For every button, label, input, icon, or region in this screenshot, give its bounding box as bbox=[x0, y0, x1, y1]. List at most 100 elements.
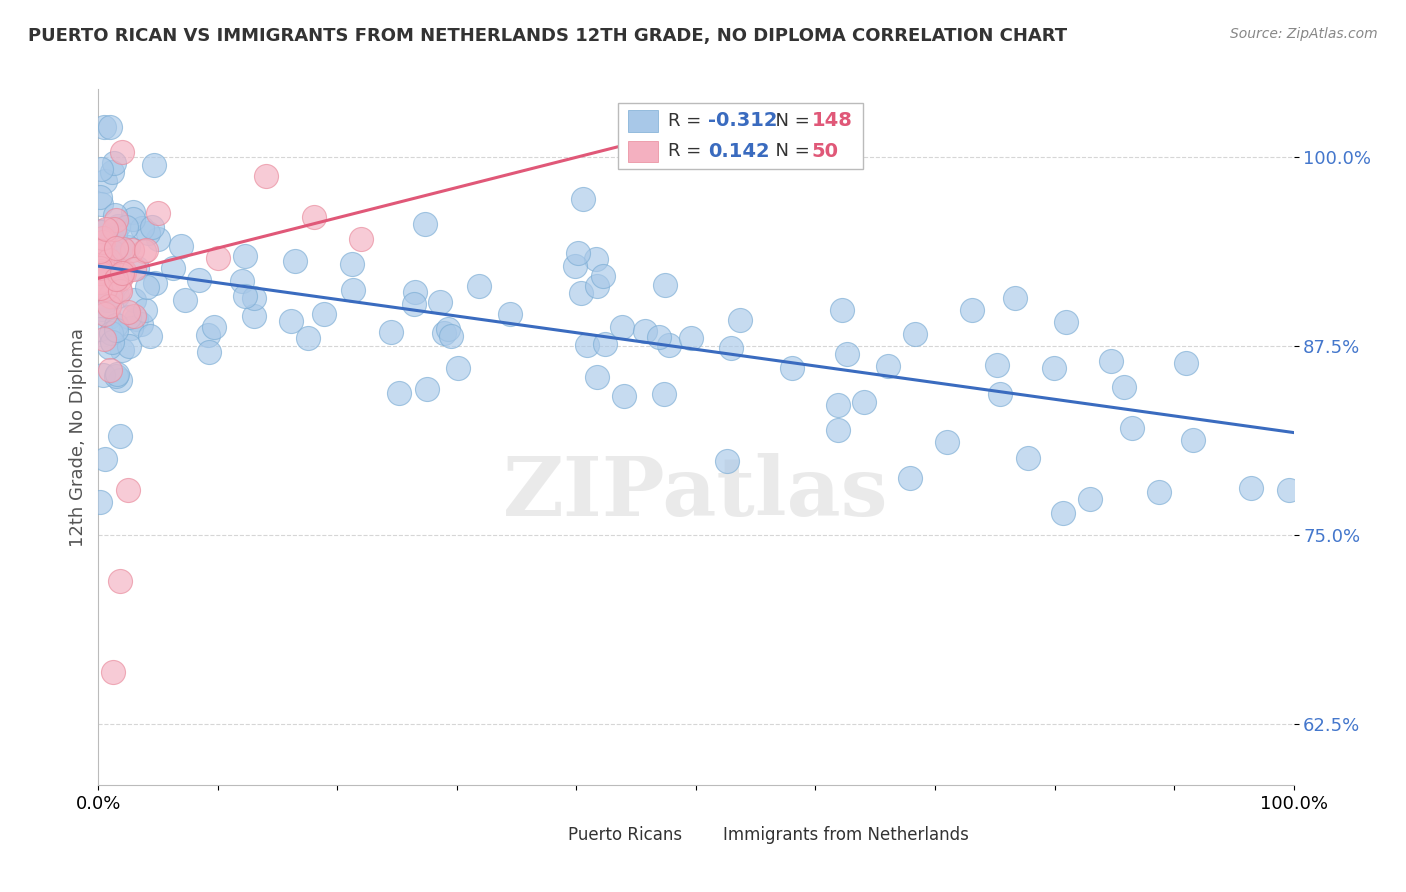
Text: -0.312: -0.312 bbox=[709, 112, 778, 130]
Point bbox=[89, 276, 111, 290]
Point bbox=[118, 339, 141, 353]
Point bbox=[572, 192, 595, 206]
Point bbox=[93, 332, 115, 346]
Point bbox=[112, 264, 135, 278]
Point bbox=[89, 190, 111, 204]
Point bbox=[297, 331, 319, 345]
Text: Immigrants from Netherlands: Immigrants from Netherlands bbox=[724, 826, 969, 844]
Point bbox=[105, 241, 128, 255]
Text: ZIPatlas: ZIPatlas bbox=[503, 453, 889, 533]
Point bbox=[1278, 483, 1301, 497]
Point bbox=[134, 244, 156, 258]
Point bbox=[101, 665, 124, 679]
Point bbox=[960, 303, 983, 318]
Point bbox=[467, 279, 489, 293]
Point bbox=[143, 276, 166, 290]
Point bbox=[90, 225, 112, 239]
Point bbox=[148, 232, 170, 246]
Point bbox=[89, 277, 111, 291]
Point bbox=[284, 254, 307, 268]
Point bbox=[986, 358, 1008, 372]
Point bbox=[134, 303, 156, 318]
Point bbox=[827, 423, 849, 437]
Text: N =: N = bbox=[763, 112, 815, 130]
Point bbox=[89, 261, 111, 276]
Point bbox=[105, 272, 128, 286]
FancyBboxPatch shape bbox=[619, 103, 863, 169]
Point bbox=[564, 259, 586, 273]
Point bbox=[936, 435, 959, 450]
Point bbox=[122, 309, 145, 323]
Point bbox=[98, 299, 121, 313]
Point bbox=[1121, 421, 1143, 435]
Point bbox=[110, 268, 132, 283]
Point bbox=[585, 252, 607, 266]
Point bbox=[402, 296, 425, 310]
Point bbox=[89, 248, 111, 262]
Point bbox=[1078, 492, 1101, 507]
Point bbox=[89, 264, 111, 278]
Point bbox=[117, 483, 139, 497]
Point bbox=[110, 266, 132, 280]
Point bbox=[148, 206, 170, 220]
Text: PUERTO RICAN VS IMMIGRANTS FROM NETHERLANDS 12TH GRADE, NO DIPLOMA CORRELATION C: PUERTO RICAN VS IMMIGRANTS FROM NETHERLA… bbox=[28, 27, 1067, 45]
Point bbox=[827, 398, 849, 412]
Point bbox=[197, 328, 219, 343]
Point bbox=[900, 471, 922, 485]
Point bbox=[97, 293, 120, 307]
Point bbox=[100, 326, 122, 340]
Text: 50: 50 bbox=[811, 142, 839, 161]
Point bbox=[91, 253, 114, 268]
Point bbox=[1175, 356, 1198, 370]
Point bbox=[97, 268, 120, 282]
Point bbox=[204, 319, 226, 334]
Point bbox=[96, 293, 118, 307]
Point bbox=[124, 261, 146, 276]
Point bbox=[679, 331, 702, 345]
Bar bbox=[628, 141, 658, 162]
Bar bbox=[628, 111, 658, 131]
Point bbox=[94, 173, 117, 187]
Text: R =: R = bbox=[668, 143, 707, 161]
Point bbox=[1054, 315, 1077, 329]
Text: N =: N = bbox=[763, 143, 815, 161]
Point bbox=[436, 322, 458, 336]
Point bbox=[728, 313, 751, 327]
Point bbox=[592, 269, 614, 284]
Point bbox=[111, 145, 134, 159]
Point bbox=[90, 243, 112, 257]
Text: Puerto Ricans: Puerto Ricans bbox=[568, 826, 682, 844]
Point bbox=[342, 257, 364, 271]
Point bbox=[162, 260, 184, 275]
Point bbox=[254, 169, 277, 183]
Point bbox=[103, 156, 125, 170]
Point bbox=[187, 273, 209, 287]
Point bbox=[447, 361, 470, 376]
Point bbox=[1099, 353, 1122, 368]
Point bbox=[135, 243, 157, 257]
Point bbox=[94, 452, 117, 467]
Bar bbox=[685, 824, 714, 847]
Point bbox=[94, 282, 117, 296]
Point bbox=[103, 245, 125, 260]
Point bbox=[613, 389, 636, 403]
Point bbox=[131, 220, 153, 235]
Point bbox=[118, 310, 141, 324]
Point bbox=[658, 338, 681, 352]
Text: 0.142: 0.142 bbox=[709, 142, 769, 161]
Point bbox=[94, 222, 117, 236]
Point bbox=[652, 386, 675, 401]
Point bbox=[429, 294, 451, 309]
Point bbox=[174, 293, 197, 307]
Point bbox=[108, 282, 131, 296]
Point bbox=[139, 329, 162, 343]
Point bbox=[433, 326, 456, 340]
Point bbox=[720, 342, 742, 356]
Point bbox=[94, 307, 117, 321]
Point bbox=[98, 363, 121, 377]
Point bbox=[89, 244, 111, 259]
Point bbox=[1043, 361, 1066, 376]
Point bbox=[91, 274, 114, 288]
Y-axis label: 12th Grade, No Diploma: 12th Grade, No Diploma bbox=[69, 327, 87, 547]
Point bbox=[91, 281, 114, 295]
